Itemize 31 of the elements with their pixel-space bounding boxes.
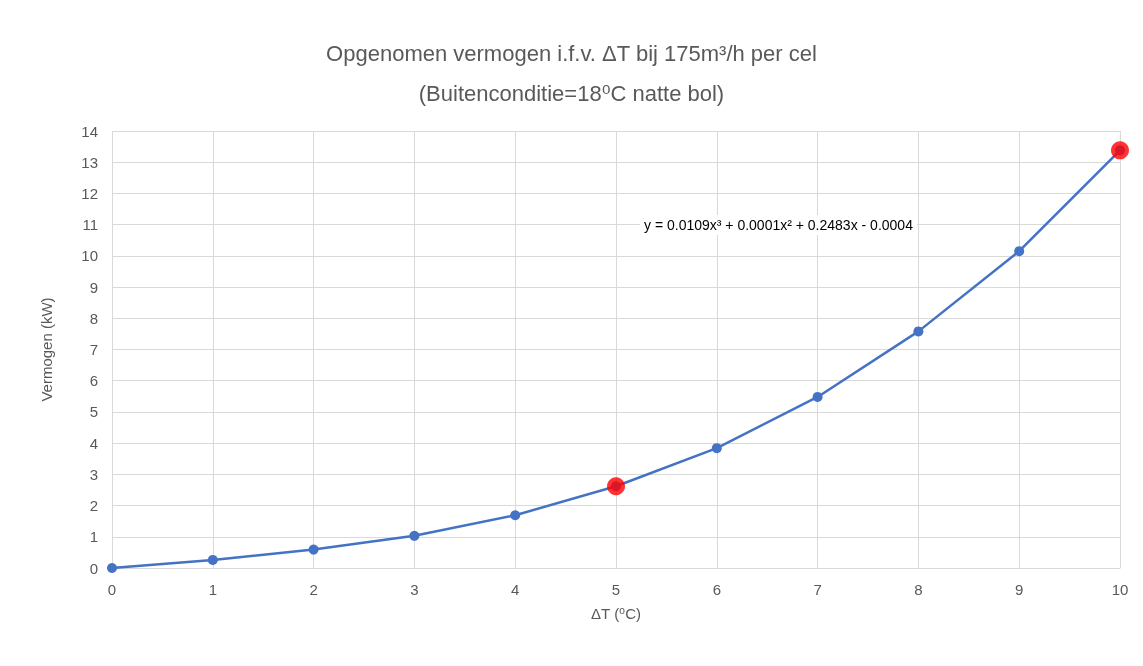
x-tick-label: 0 bbox=[107, 581, 117, 598]
x-tick-label: 7 bbox=[813, 581, 822, 598]
y-tick-label: 2 bbox=[89, 497, 98, 515]
y-tick-label: 14 bbox=[81, 122, 98, 140]
x-tick-label: 6 bbox=[712, 581, 721, 598]
y-tick-label: 7 bbox=[89, 341, 98, 358]
x-tick-label: 8 bbox=[914, 581, 923, 598]
x-tick-label: 1 bbox=[208, 581, 217, 598]
y-tick-label: 5 bbox=[89, 403, 98, 421]
x-tick-label: 10 bbox=[1111, 581, 1129, 598]
y-tick-label: 10 bbox=[81, 247, 98, 265]
x-tick-label: 5 bbox=[611, 581, 621, 598]
y-tick-label: 13 bbox=[81, 153, 98, 171]
chart-subtitle: (Buitenconditie=18⁰C natte bol) bbox=[418, 80, 725, 106]
x-axis-title: ΔT (⁰C) bbox=[591, 605, 641, 622]
y-tick-label: 0 bbox=[89, 559, 98, 577]
y-tick-label: 6 bbox=[89, 372, 98, 390]
y-axis-title: Vermogen (kW) bbox=[38, 297, 55, 402]
x-tick-label: 9 bbox=[1015, 581, 1024, 598]
y-tick-label: 9 bbox=[89, 278, 98, 296]
x-tick-label: 4 bbox=[511, 581, 520, 598]
x-tick-label: 3 bbox=[410, 581, 419, 598]
y-tick-label: 11 bbox=[82, 216, 98, 234]
y-tick-label: 12 bbox=[81, 184, 98, 202]
y-tick-label: 3 bbox=[89, 465, 98, 483]
chart-title: Opgenomen vermogen i.f.v. ΔT bij 175m³/h per cel bbox=[326, 40, 817, 66]
annotation: y = 0.0109x³ + 0.0001x² + 0.2483x - 0.0004 bbox=[644, 217, 914, 233]
y-tick-label: 4 bbox=[89, 434, 98, 452]
y-tick-label: 1 bbox=[89, 528, 98, 546]
y-tick-label: 8 bbox=[89, 309, 98, 327]
x-tick-label: 2 bbox=[309, 581, 318, 598]
